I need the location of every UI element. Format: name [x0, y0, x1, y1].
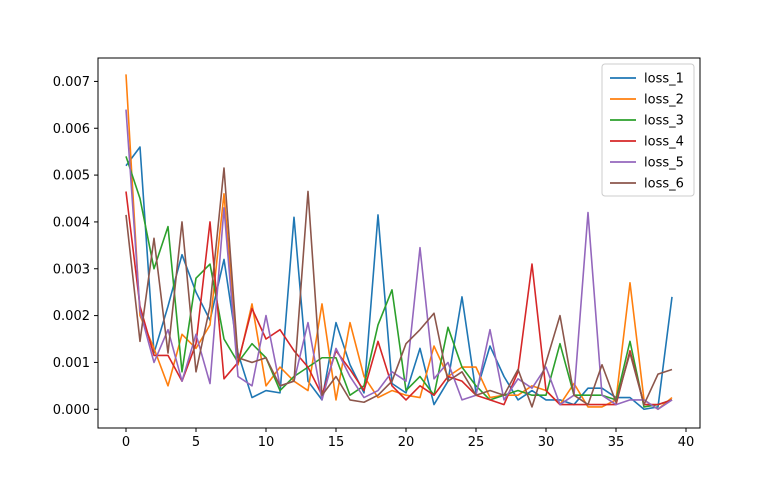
plot-frame	[97, 57, 701, 429]
y-tick-label: 0.001	[53, 356, 90, 371]
series-layer	[125, 74, 673, 411]
y-tick-label: 0.003	[53, 262, 90, 277]
y-tick-label: 0.006	[53, 122, 90, 137]
legend-label: loss_5	[644, 156, 684, 171]
y-tick-label: 0.007	[53, 75, 90, 90]
y-tick-label: 0.004	[53, 215, 90, 230]
series-line-loss_1	[125, 146, 673, 411]
y-tick-label: 0.002	[53, 309, 90, 324]
y-tick-label: 0.005	[53, 169, 90, 184]
legend: loss_1 loss_2 loss_3 loss_4 loss_5 loss_6	[601, 63, 695, 197]
series-line-loss_3	[125, 156, 673, 408]
x-tick-label: 35	[608, 435, 625, 450]
legend-label: loss_4	[644, 135, 684, 150]
legend-box	[601, 63, 695, 197]
x-tick-label: 15	[328, 435, 345, 450]
series-line-loss_4	[125, 191, 673, 406]
x-tick-label: 30	[538, 435, 555, 450]
y-axis: 0.000 0.001 0.002 0.003 0.004 0.005 0.006 0.007	[53, 75, 98, 418]
legend-label: loss_1	[644, 72, 684, 87]
legend-label: loss_2	[644, 93, 684, 108]
x-axis: 0 5 10 15 20 25 30 35 40	[122, 428, 694, 450]
y-tick-label: 0.000	[53, 403, 90, 418]
series-line-loss_5	[125, 109, 673, 411]
legend-label: loss_6	[644, 177, 684, 192]
x-tick-label: 20	[398, 435, 415, 450]
x-tick-label: 25	[468, 435, 485, 450]
x-tick-label: 40	[678, 435, 695, 450]
x-tick-label: 10	[258, 435, 275, 450]
series-line-loss_6	[125, 167, 673, 408]
legend-label: loss_3	[644, 114, 684, 129]
x-tick-label: 0	[122, 435, 130, 450]
x-tick-label: 5	[192, 435, 200, 450]
